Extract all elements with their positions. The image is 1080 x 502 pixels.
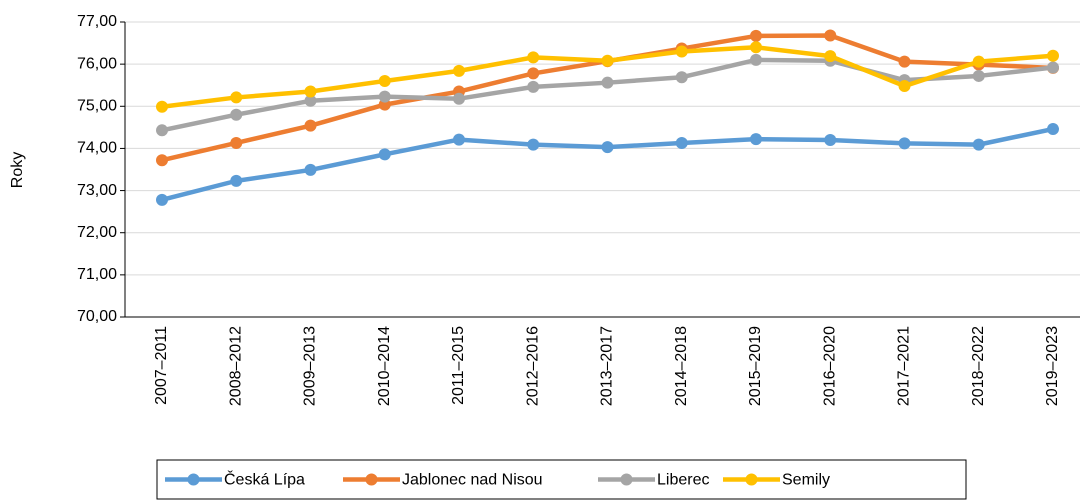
series-line (161, 126, 1054, 203)
series-line (161, 57, 1054, 133)
point-marker (601, 141, 614, 154)
x-tick-label: 2018–2022 (970, 326, 987, 406)
legend-label: Jablonec nad Nisou (402, 472, 543, 489)
point-marker (378, 148, 391, 161)
y-tick-label: 71,00 (77, 266, 117, 283)
point-marker (304, 163, 317, 176)
x-tick-label: 2015–2019 (747, 326, 764, 406)
point-marker (750, 53, 762, 66)
point-marker (453, 133, 465, 146)
legend-box (156, 459, 967, 500)
point-marker (304, 94, 317, 107)
legend-label: Liberec (657, 472, 709, 489)
legend-label: Semily (782, 472, 830, 489)
y-tick-label: 75,00 (77, 98, 117, 115)
point-marker (750, 29, 762, 42)
point-marker (230, 108, 243, 121)
x-tick-label: 2014–2018 (673, 326, 690, 406)
point-marker (453, 92, 465, 105)
point-marker (898, 80, 911, 93)
point-marker (230, 174, 243, 187)
point-marker (230, 136, 243, 149)
point-marker (156, 154, 168, 167)
legend-marker (745, 473, 758, 486)
y-tick-label: 74,00 (77, 140, 117, 157)
point-marker (675, 136, 688, 149)
legend-label: Česká Lípa (224, 470, 305, 489)
point-marker (750, 133, 762, 146)
legend-marker (620, 473, 633, 486)
point-marker (304, 119, 317, 132)
point-marker (972, 138, 985, 151)
x-tick-label: 2009–2013 (302, 326, 319, 406)
point-marker (898, 55, 911, 68)
x-tick-label: 2016–2020 (821, 326, 838, 406)
y-tick-label: 77,00 (77, 13, 117, 30)
point-marker (972, 55, 985, 68)
x-tick-label: 2008–2012 (227, 326, 244, 406)
point-marker (1047, 123, 1059, 136)
point-marker (824, 134, 837, 146)
point-marker (898, 137, 911, 150)
point-marker (527, 138, 540, 151)
point-marker (527, 67, 540, 80)
x-tick-label: 2019–2023 (1044, 326, 1061, 406)
point-marker (675, 45, 688, 58)
y-tick-label: 70,00 (77, 308, 117, 325)
legend-marker (365, 473, 378, 486)
point-marker (527, 80, 540, 93)
y-tick-label: 73,00 (77, 182, 117, 199)
point-marker (378, 75, 391, 87)
y-axis-label: Roky (9, 152, 26, 188)
x-tick-label: 2007–2011 (153, 326, 170, 405)
y-tick-label: 76,00 (77, 55, 117, 72)
point-marker (1047, 49, 1059, 62)
x-tick-label: 2013–2017 (599, 326, 616, 406)
x-tick-label: 2011–2015 (450, 326, 467, 405)
point-marker (304, 85, 317, 98)
point-marker (824, 29, 837, 42)
point-marker (156, 100, 168, 113)
point-marker (1047, 61, 1059, 74)
point-marker (156, 124, 168, 137)
x-tick-label: 2010–2014 (376, 326, 393, 406)
point-marker (675, 71, 688, 84)
point-marker (601, 54, 614, 67)
point-marker (972, 69, 985, 82)
point-marker (824, 50, 837, 63)
point-marker (453, 64, 465, 77)
point-marker (601, 76, 614, 89)
x-tick-label: 2012–2016 (524, 326, 541, 406)
x-tick-label: 2017–2021 (896, 326, 913, 406)
point-marker (750, 41, 762, 54)
point-marker (156, 193, 168, 206)
point-marker (527, 51, 540, 64)
point-marker (378, 90, 391, 103)
legend-marker (187, 473, 200, 486)
point-marker (230, 91, 243, 104)
y-tick-label: 72,00 (77, 224, 117, 241)
